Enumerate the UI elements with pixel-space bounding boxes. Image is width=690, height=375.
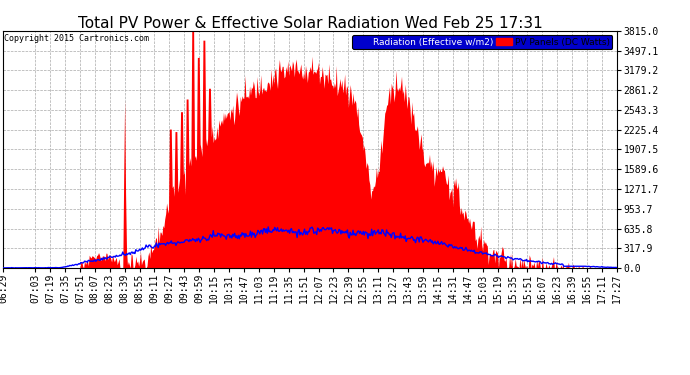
Legend: Radiation (Effective w/m2), PV Panels (DC Watts): Radiation (Effective w/m2), PV Panels (D… bbox=[352, 35, 612, 49]
Text: Copyright 2015 Cartronics.com: Copyright 2015 Cartronics.com bbox=[4, 34, 149, 43]
Title: Total PV Power & Effective Solar Radiation Wed Feb 25 17:31: Total PV Power & Effective Solar Radiati… bbox=[78, 16, 542, 31]
